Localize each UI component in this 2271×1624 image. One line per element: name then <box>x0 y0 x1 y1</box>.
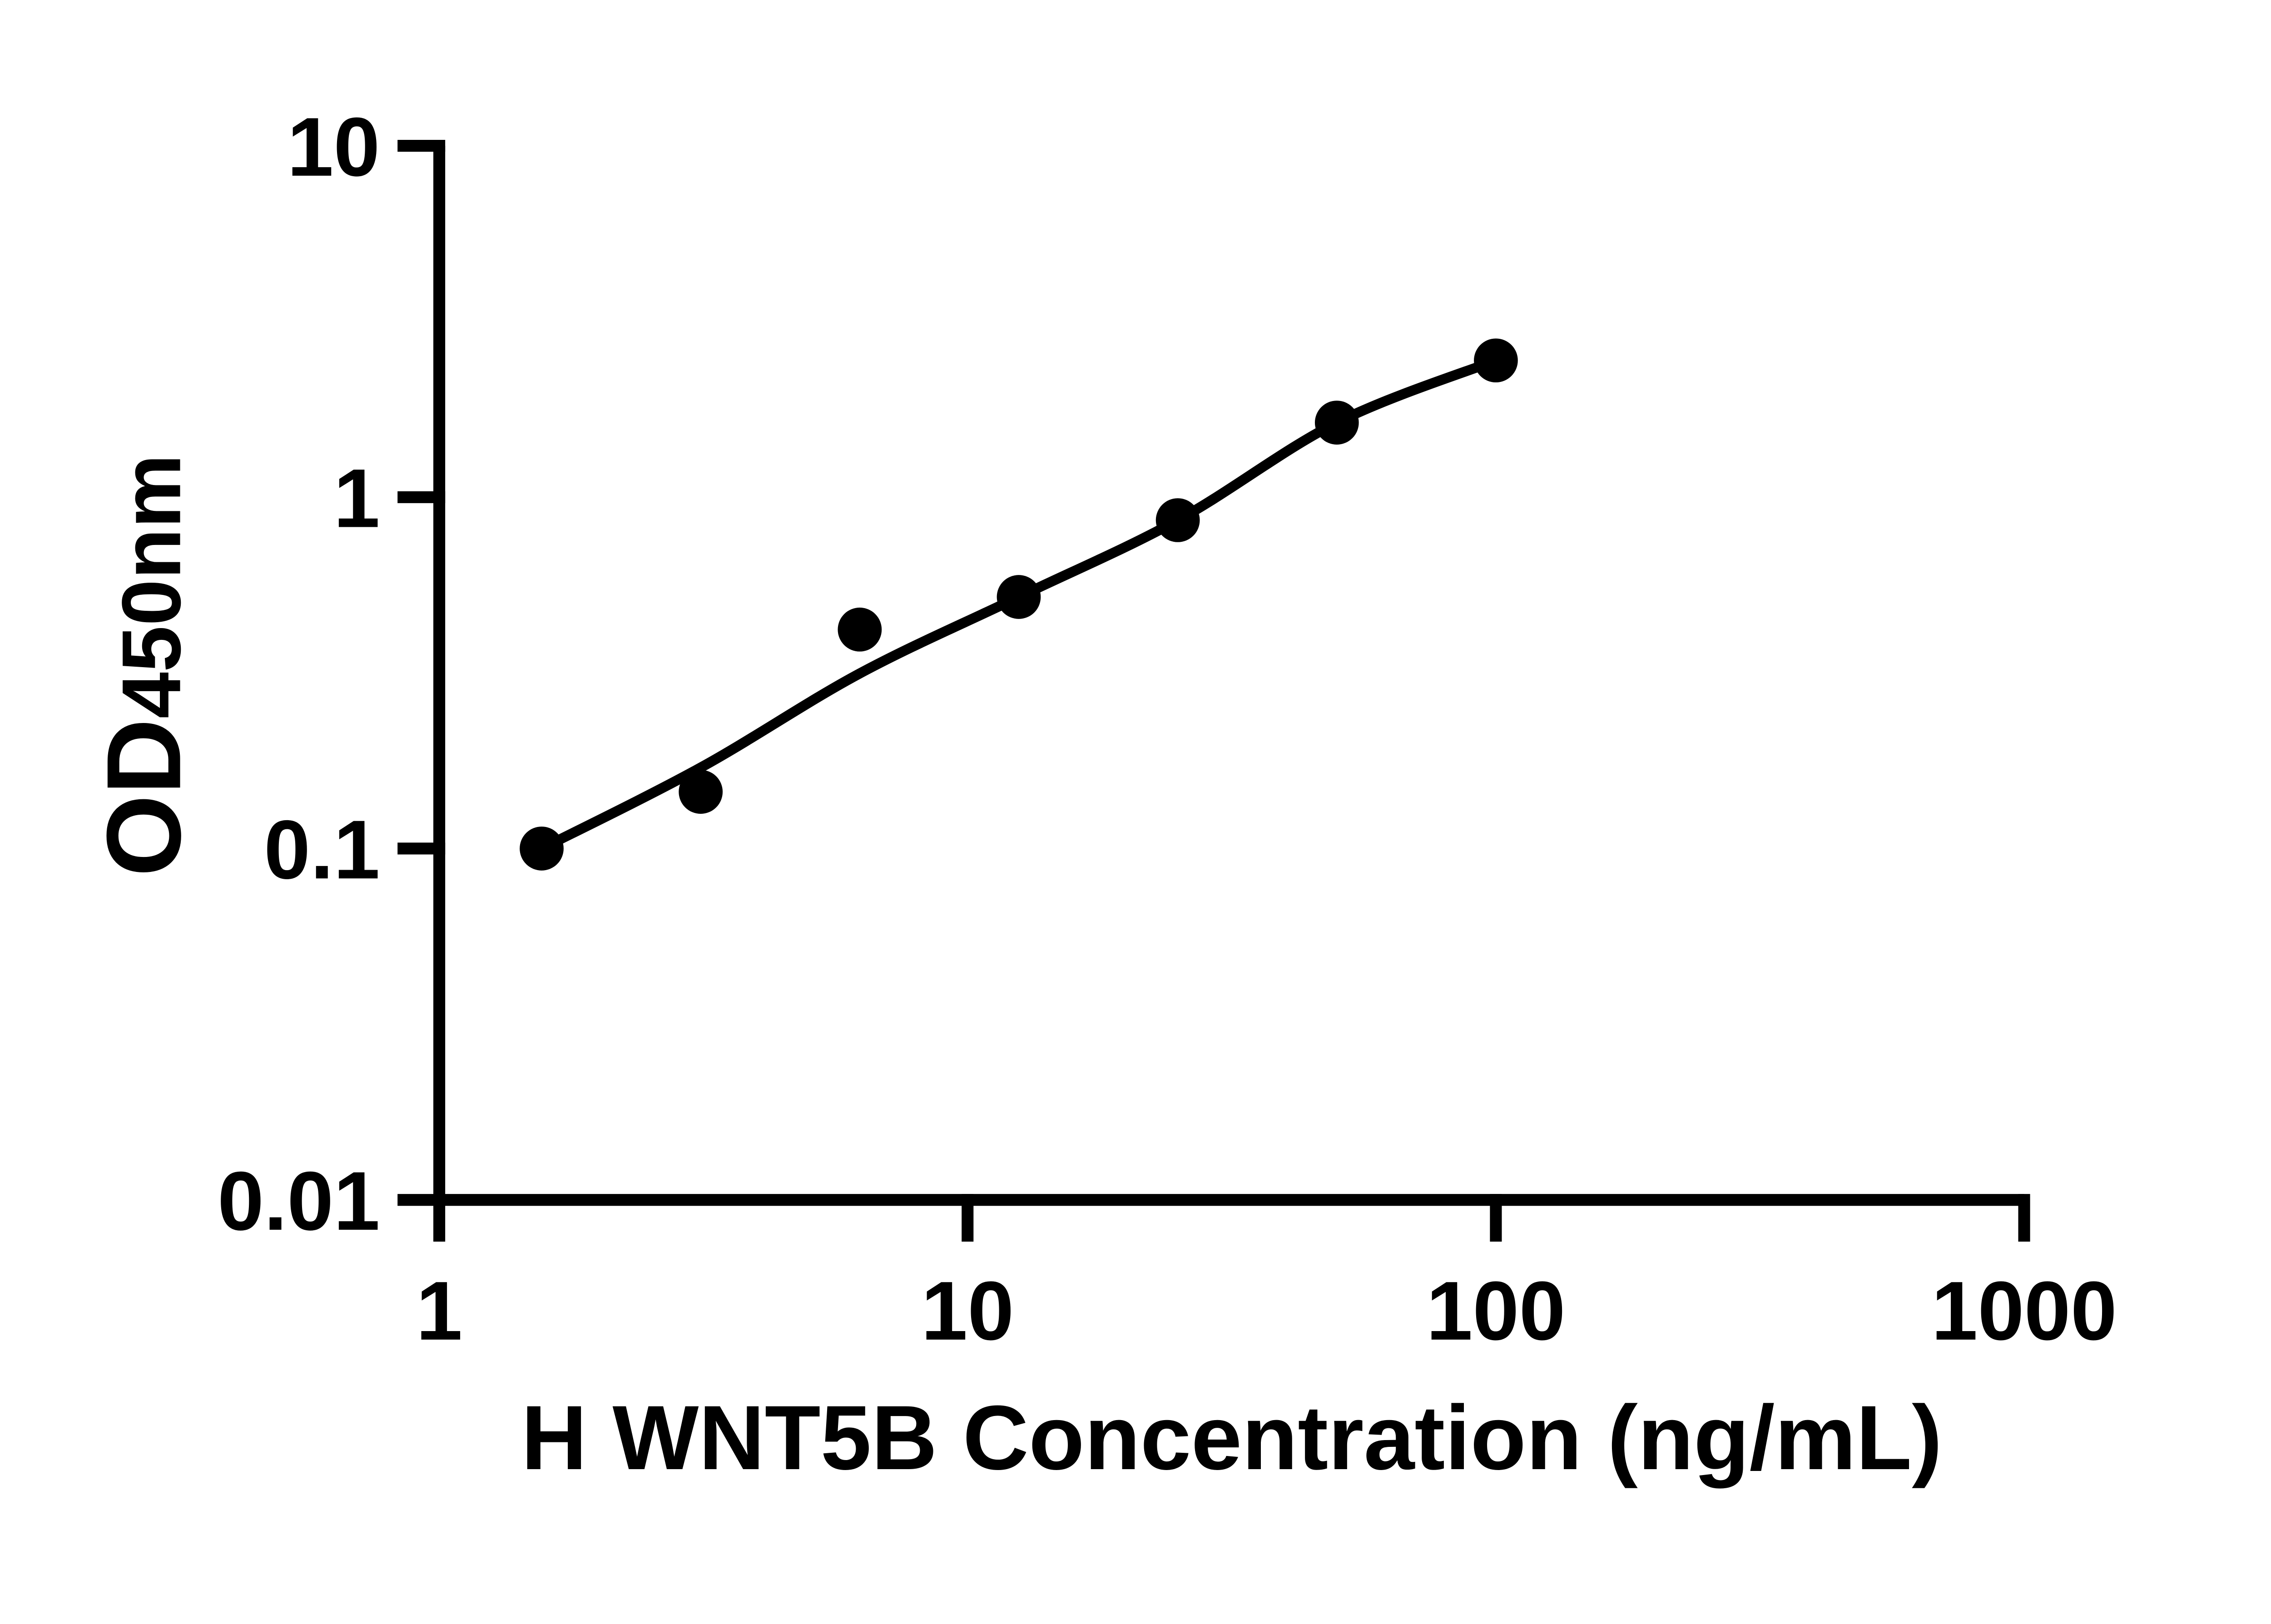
y-axis-tick-labels: 10 1 0.1 0.01 <box>218 100 380 1248</box>
x-tick-label: 100 <box>1426 1264 1566 1357</box>
elisa-standard-curve-chart: 10 1 0.1 0.01 1 10 100 1000 H WNT5B Concentrat… <box>85 100 2117 1489</box>
data-point <box>1155 498 1200 542</box>
data-point <box>1474 338 1518 383</box>
y-tick-label: 0.1 <box>264 803 380 896</box>
x-axis-title: H WNT5B Concentration (ng/mL) <box>521 1386 1942 1489</box>
y-axis-title: OD450nm <box>85 454 203 876</box>
y-axis-title-main: OD <box>85 718 203 876</box>
y-tick-label: 1 <box>333 452 380 545</box>
data-points <box>520 338 1518 871</box>
data-point <box>1314 401 1359 445</box>
x-tick-label: 1000 <box>1931 1264 2117 1357</box>
x-axis-ticks <box>433 1194 2030 1242</box>
x-axis-tick-labels: 1 10 100 1000 <box>416 1264 2117 1357</box>
x-tick-label: 10 <box>921 1264 1014 1357</box>
y-tick-label: 10 <box>287 100 380 193</box>
x-tick-label: 1 <box>416 1264 462 1357</box>
axis-spines <box>433 146 2024 1206</box>
data-point <box>997 575 1041 619</box>
y-axis-title-subscript: 450nm <box>105 454 198 718</box>
data-point <box>679 770 723 814</box>
data-point <box>520 827 564 871</box>
y-tick-label: 0.01 <box>218 1154 380 1248</box>
data-point <box>838 607 882 652</box>
